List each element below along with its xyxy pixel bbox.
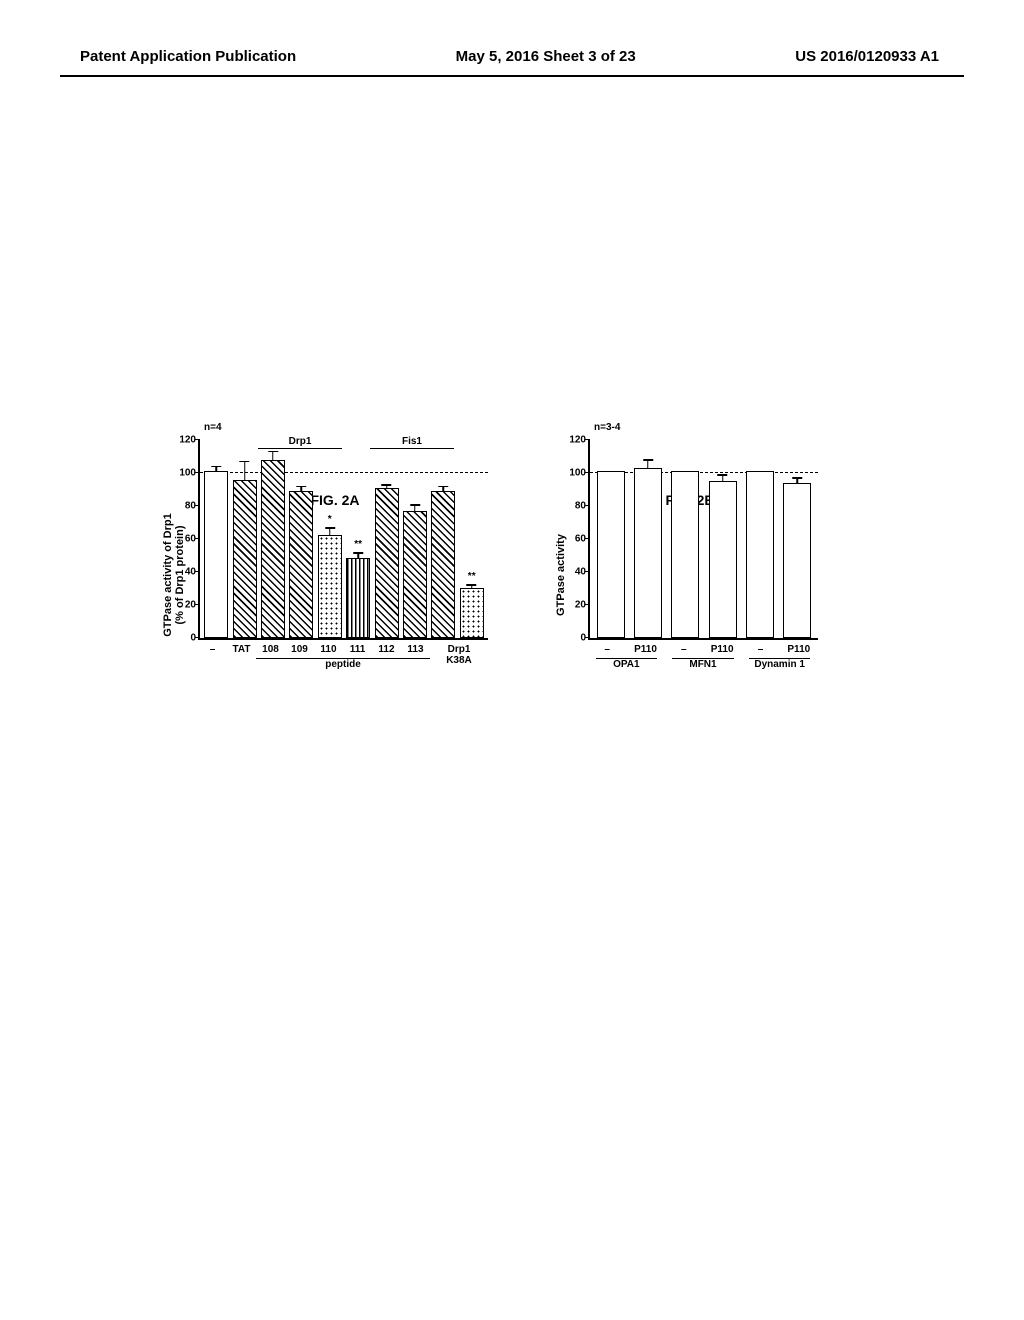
bar (375, 488, 399, 638)
bar (597, 471, 625, 638)
ytick: 20 (185, 600, 200, 611)
bar (204, 471, 228, 638)
bar (709, 481, 737, 638)
x-label: – (198, 644, 227, 666)
x-labels-a: –TAT108109110111112113Drp1K38Apeptide (198, 644, 488, 666)
ytick: 120 (179, 435, 200, 446)
ytick: 120 (569, 435, 590, 446)
bar-rect (233, 480, 257, 638)
bar-rect (289, 491, 313, 638)
x-label: – (665, 644, 703, 655)
page-header: Patent Application Publication May 5, 20… (0, 48, 1024, 65)
bar (261, 460, 285, 638)
bars-b (590, 440, 818, 638)
bar (634, 468, 662, 638)
bar-rect: * (318, 535, 342, 638)
bar (289, 491, 313, 638)
header-right: US 2016/0120933 A1 (795, 48, 939, 65)
bar-rect (403, 511, 427, 638)
bar-rect (204, 471, 228, 638)
bar (233, 480, 257, 638)
y-axis-label-b: GTPase activity (555, 534, 567, 616)
plot-area-b: n=3-4 020406080100120 (588, 440, 818, 640)
x-label: P110 (626, 644, 664, 655)
ytick: 80 (185, 501, 200, 512)
bar-rect (261, 460, 285, 638)
x-label: TAT (227, 644, 256, 666)
x-group-label: OPA1 (613, 659, 640, 670)
x-group-label: Dynamin 1 (754, 659, 805, 670)
figure-row: GTPase activity of Drp1 (% of Drp1 prote… (160, 430, 830, 720)
ytick: 80 (575, 501, 590, 512)
x-label: P110 (703, 644, 741, 655)
ytick: 0 (190, 633, 200, 644)
bar: ** (346, 558, 370, 638)
bar-rect (597, 471, 625, 638)
ytick: 20 (575, 600, 590, 611)
ytick: 60 (185, 534, 200, 545)
bar (671, 471, 699, 638)
bar-rect: ** (346, 558, 370, 638)
ytick: 40 (185, 567, 200, 578)
x-group-label: peptide (325, 659, 361, 670)
bar: ** (460, 588, 484, 638)
bar (431, 491, 455, 638)
x-labels-b: –P110–P110–P110OPA1MFN1Dynamin 1 (588, 644, 818, 655)
bars-a: ***** (200, 440, 488, 638)
header-left: Patent Application Publication (80, 48, 296, 65)
bar-rect (634, 468, 662, 638)
bar-rect (375, 488, 399, 638)
bar (403, 511, 427, 638)
chart-fig-2b: GTPase activity n=3-4 020406080100120 –P… (550, 430, 830, 720)
header-rule (60, 75, 964, 77)
bar-rect (671, 471, 699, 638)
y-axis-label-a: GTPase activity of Drp1 (% of Drp1 prote… (162, 513, 186, 637)
ytick: 100 (569, 468, 590, 479)
bar-rect (709, 481, 737, 638)
ytick: 40 (575, 567, 590, 578)
chart-fig-2a: GTPase activity of Drp1 (% of Drp1 prote… (160, 430, 510, 720)
ytick: 100 (179, 468, 200, 479)
bar (746, 471, 774, 638)
bar-rect: ** (460, 588, 484, 638)
x-label: Drp1K38A (430, 644, 488, 666)
n-label-b: n=3-4 (594, 422, 620, 433)
ytick: 0 (580, 633, 590, 644)
bar-rect (746, 471, 774, 638)
x-label: P110 (780, 644, 818, 655)
ytick: 60 (575, 534, 590, 545)
bar: * (318, 535, 342, 638)
n-label-a: n=4 (204, 422, 222, 433)
bar-rect (431, 491, 455, 638)
plot-area-a: n=4 Drp1 Fis1 ***** 020406080100120 (198, 440, 488, 640)
header-center: May 5, 2016 Sheet 3 of 23 (456, 48, 636, 65)
bar-rect (783, 483, 811, 638)
x-label: – (588, 644, 626, 655)
x-group-label: MFN1 (689, 659, 716, 670)
bar (783, 483, 811, 638)
x-label: – (741, 644, 779, 655)
